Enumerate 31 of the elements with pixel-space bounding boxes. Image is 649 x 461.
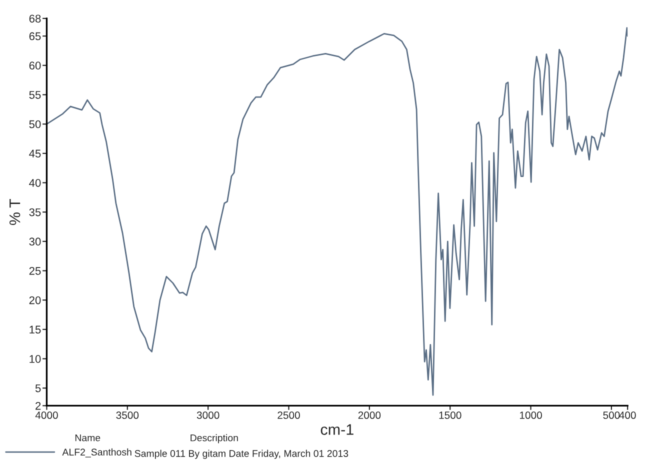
y-tick-label: 68 [29, 14, 41, 23]
x-axis-title: cm-1 [320, 424, 354, 435]
text: Description [190, 434, 238, 444]
y-tick-label: 40 [29, 178, 41, 187]
y-axis-title: % T [9, 198, 20, 225]
line-series [46, 27, 628, 396]
x-tick-label: 1000 [520, 412, 542, 419]
text: ALF2_Santhosh [62, 448, 132, 458]
y-tick-label: 35 [29, 208, 41, 216]
x-tick-label: 2000 [358, 412, 381, 419]
y-tick-label: 15 [30, 326, 41, 334]
y-tick-label: 60 [29, 62, 41, 70]
y-tick-label: 55 [29, 91, 41, 99]
y-tick-label: 20 [29, 296, 41, 304]
y-tick-label: 10 [30, 355, 41, 363]
x-tick-label: 4000 [35, 412, 58, 419]
x-tick-label: 500 [603, 412, 620, 419]
x-tick-label: 3000 [196, 412, 220, 419]
text: Sample 011 By gitam Date Friday, March 01 2013 [134, 450, 348, 459]
y-tick-label: 5 [35, 384, 41, 392]
y-tick-label: 50 [29, 120, 41, 128]
x-tick-label: 1500 [439, 412, 462, 419]
x-tick-label: 3500 [116, 412, 139, 419]
text: Name [75, 434, 100, 442]
y-tick-label: 65 [29, 32, 41, 40]
y-tick-label: 45 [29, 150, 41, 158]
x-tick-label: 2500 [278, 412, 300, 419]
y-tick-label: 2 [36, 402, 41, 410]
x-tick-label: 400 [619, 412, 636, 419]
y-tick-label: 30 [29, 238, 41, 246]
y-tick-label: 25 [29, 267, 41, 275]
